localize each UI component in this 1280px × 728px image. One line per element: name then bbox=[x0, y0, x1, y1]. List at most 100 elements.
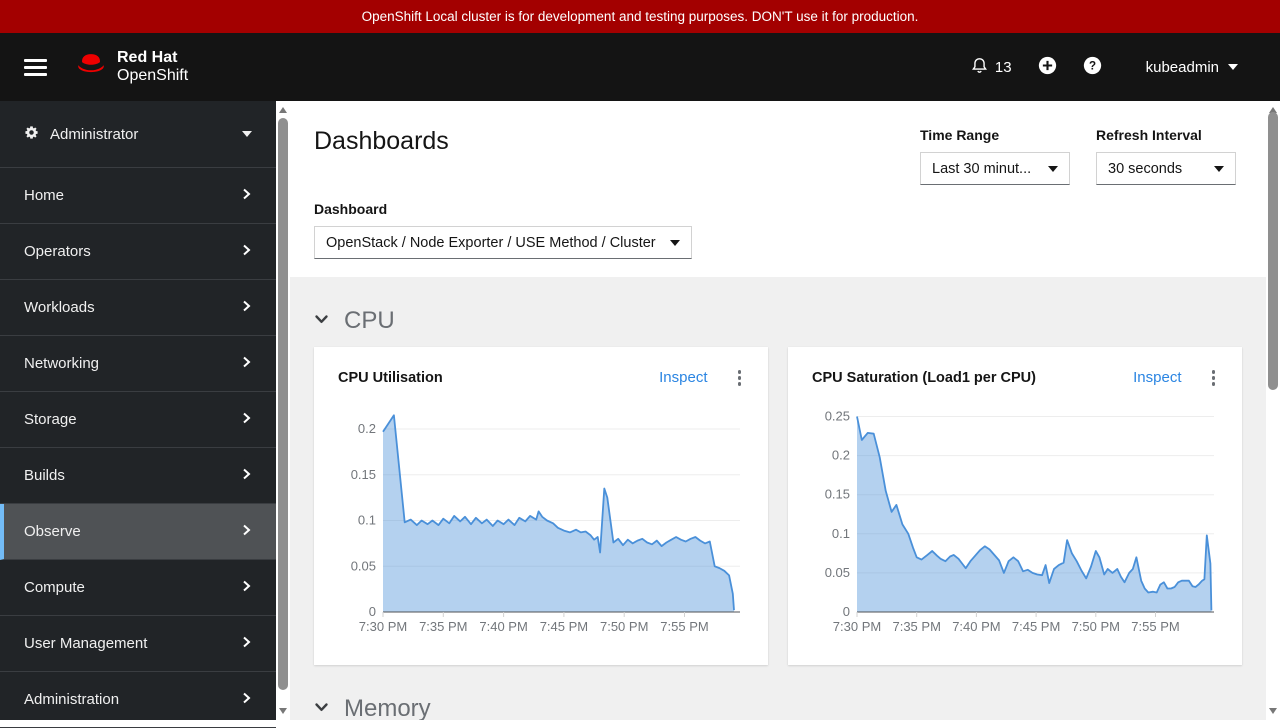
chevron-right-icon bbox=[241, 691, 252, 708]
perspective-switcher[interactable]: Administrator bbox=[0, 101, 276, 168]
svg-text:0.25: 0.25 bbox=[825, 408, 850, 423]
sidebar-item-workloads[interactable]: Workloads bbox=[0, 280, 276, 336]
plus-circle-icon bbox=[1038, 56, 1057, 78]
svg-text:7:30 PM: 7:30 PM bbox=[359, 619, 407, 633]
svg-text:7:50 PM: 7:50 PM bbox=[1072, 619, 1120, 633]
refresh-interval-control: Refresh Interval 30 seconds bbox=[1096, 127, 1236, 185]
sidebar-item-user-management[interactable]: User Management bbox=[0, 616, 276, 672]
svg-text:0: 0 bbox=[369, 604, 376, 619]
brand-text: Red Hat OpenShift bbox=[117, 48, 189, 84]
svg-text:7:55 PM: 7:55 PM bbox=[660, 619, 708, 633]
card-title: CPU Utilisation bbox=[338, 369, 443, 386]
chevron-right-icon bbox=[241, 187, 252, 204]
chevron-right-icon bbox=[241, 355, 252, 372]
refresh-interval-select[interactable]: 30 seconds bbox=[1096, 152, 1236, 185]
scroll-down-arrow-icon[interactable] bbox=[1269, 708, 1277, 714]
inspect-link[interactable]: Inspect bbox=[1133, 369, 1182, 387]
svg-text:7:40 PM: 7:40 PM bbox=[479, 619, 527, 633]
sidebar-item-networking[interactable]: Networking bbox=[0, 336, 276, 392]
svg-text:0.1: 0.1 bbox=[832, 525, 850, 540]
masthead-toolbar: 13 ? kubeadmin bbox=[971, 56, 1238, 78]
sidebar-scrollbar bbox=[276, 101, 290, 720]
chevron-right-icon bbox=[241, 411, 252, 428]
svg-text:0.1: 0.1 bbox=[358, 512, 376, 527]
main-scrollbar-thumb[interactable] bbox=[1268, 112, 1278, 390]
user-menu[interactable]: kubeadmin bbox=[1146, 59, 1238, 76]
time-range-label: Time Range bbox=[920, 127, 1000, 143]
time-range-select[interactable]: Last 30 minut... bbox=[920, 152, 1070, 185]
chevron-right-icon bbox=[241, 635, 252, 652]
sidebar-item-storage[interactable]: Storage bbox=[0, 392, 276, 448]
sidebar-scrollbar-thumb[interactable] bbox=[278, 118, 288, 690]
add-button[interactable] bbox=[1038, 56, 1057, 78]
svg-text:7:45 PM: 7:45 PM bbox=[1012, 619, 1060, 633]
caret-down-icon bbox=[670, 239, 680, 246]
chevron-right-icon bbox=[241, 523, 252, 540]
notifications-count: 13 bbox=[994, 58, 1012, 76]
section-cpu-title: CPU bbox=[344, 307, 395, 334]
svg-text:7:35 PM: 7:35 PM bbox=[419, 619, 467, 633]
sidebar-item-home[interactable]: Home bbox=[0, 168, 276, 224]
dashboards-page: Dashboards Time Range Last 30 minut... R… bbox=[290, 101, 1266, 720]
section-memory-toggle[interactable]: Memory bbox=[314, 695, 431, 720]
scroll-up-arrow-icon[interactable] bbox=[279, 107, 287, 113]
bell-icon bbox=[971, 57, 988, 78]
sidebar-item-builds[interactable]: Builds bbox=[0, 448, 276, 504]
card-title: CPU Saturation (Load1 per CPU) bbox=[812, 369, 1036, 386]
page-header: Dashboards Time Range Last 30 minut... R… bbox=[290, 101, 1266, 277]
svg-text:0.15: 0.15 bbox=[351, 466, 376, 481]
svg-text:0.2: 0.2 bbox=[358, 421, 376, 436]
kebab-menu-icon[interactable] bbox=[735, 367, 745, 389]
inspect-link[interactable]: Inspect bbox=[659, 369, 708, 387]
masthead: Red Hat OpenShift 13 bbox=[0, 33, 1280, 101]
svg-text:0.05: 0.05 bbox=[825, 564, 850, 579]
username: kubeadmin bbox=[1145, 58, 1219, 76]
svg-text:7:55 PM: 7:55 PM bbox=[1131, 619, 1179, 633]
perspective-label: Administrator bbox=[50, 125, 139, 143]
cpu-cards-row: CPU Utilisation Inspect 0 0.05 0.1 0.15 0.2 7… bbox=[314, 347, 1242, 665]
svg-text:7:30 PM: 7:30 PM bbox=[833, 619, 881, 633]
chevron-right-icon bbox=[241, 243, 252, 260]
section-cpu-toggle[interactable]: CPU bbox=[314, 307, 395, 335]
banner-text: OpenShift Local cluster is for developme… bbox=[361, 9, 919, 24]
cog-icon bbox=[24, 125, 39, 144]
chevron-down-icon bbox=[314, 312, 329, 331]
caret-down-icon bbox=[1228, 64, 1238, 70]
dev-warning-banner: OpenShift Local cluster is for developme… bbox=[0, 0, 1280, 33]
svg-text:7:40 PM: 7:40 PM bbox=[952, 619, 1000, 633]
svg-text:0.15: 0.15 bbox=[825, 486, 850, 501]
chevron-right-icon bbox=[241, 579, 252, 596]
brand-logo[interactable]: Red Hat OpenShift bbox=[74, 49, 188, 86]
nav-toggle-button[interactable] bbox=[24, 58, 47, 76]
chevron-down-icon bbox=[314, 700, 329, 719]
svg-text:7:50 PM: 7:50 PM bbox=[600, 619, 648, 633]
notifications-button[interactable]: 13 bbox=[971, 57, 1012, 78]
scroll-up-arrow-icon[interactable] bbox=[1269, 107, 1277, 113]
section-memory-title: Memory bbox=[344, 695, 431, 720]
svg-text:7:45 PM: 7:45 PM bbox=[540, 619, 588, 633]
chevron-right-icon bbox=[241, 299, 252, 316]
main-scrollbar bbox=[1266, 101, 1280, 720]
caret-down-icon bbox=[1214, 165, 1224, 172]
svg-text:?: ? bbox=[1089, 60, 1096, 73]
cpu-utilisation-chart: 0 0.05 0.1 0.15 0.2 7:30 PM 7:35 PM 7:40 PM 7:45… bbox=[338, 401, 744, 638]
scroll-down-arrow-icon[interactable] bbox=[279, 708, 287, 714]
dashboard-label: Dashboard bbox=[314, 201, 388, 217]
cpu-utilisation-card: CPU Utilisation Inspect 0 0.05 0.1 0.15 0.2 7… bbox=[314, 347, 768, 665]
sidebar-item-observe[interactable]: Observe bbox=[0, 504, 276, 560]
refresh-interval-label: Refresh Interval bbox=[1096, 127, 1202, 143]
time-range-control: Time Range Last 30 minut... bbox=[920, 127, 1070, 185]
caret-down-icon bbox=[242, 131, 252, 137]
chevron-right-icon bbox=[241, 467, 252, 484]
svg-text:0.05: 0.05 bbox=[351, 558, 376, 573]
sidebar-item-compute[interactable]: Compute bbox=[0, 560, 276, 616]
svg-text:0.2: 0.2 bbox=[832, 447, 850, 462]
sidebar-item-operators[interactable]: Operators bbox=[0, 224, 276, 280]
page-title: Dashboards bbox=[314, 127, 449, 155]
svg-text:7:35 PM: 7:35 PM bbox=[892, 619, 940, 633]
caret-down-icon bbox=[1048, 165, 1058, 172]
kebab-menu-icon[interactable] bbox=[1209, 367, 1219, 389]
help-button[interactable]: ? bbox=[1083, 56, 1102, 78]
svg-text:0: 0 bbox=[843, 604, 850, 619]
dashboard-select[interactable]: OpenStack / Node Exporter / USE Method /… bbox=[314, 226, 692, 259]
